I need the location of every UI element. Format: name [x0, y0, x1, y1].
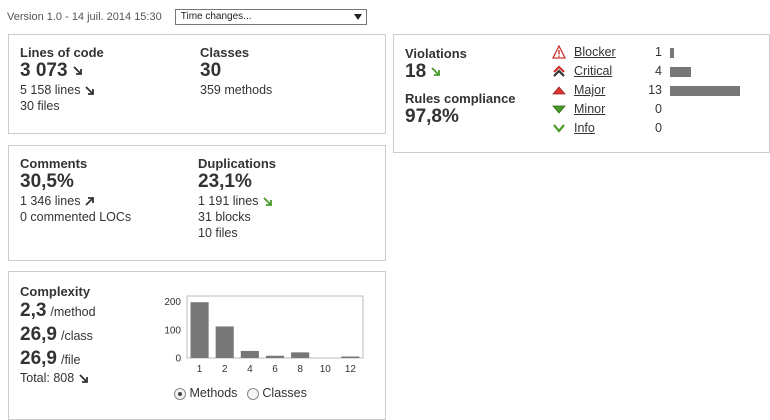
trend-down-icon [85, 86, 95, 96]
x-tick-label: 6 [272, 364, 278, 375]
severity-link-info[interactable]: Info [574, 121, 595, 135]
trend-down-icon [79, 374, 89, 384]
x-tick-label: 1 [197, 364, 203, 375]
classes-radio-label[interactable]: Classes [262, 386, 307, 400]
compliance-label: Rules compliance [405, 91, 516, 106]
y-tick-label: 200 [164, 297, 181, 308]
major-icon [552, 83, 566, 97]
complexity-total-row: Total: 808 [20, 370, 96, 386]
chart-bar [240, 350, 259, 358]
complexity-file-value: 26,9 [20, 348, 57, 369]
complexity-method-value: 2,3 [20, 300, 47, 321]
complexity-class-row: 26,9/class [20, 324, 96, 346]
minor-icon [552, 102, 566, 116]
dup-lines-row: 1 191 lines [198, 193, 276, 209]
trend-down-icon [72, 66, 82, 76]
dropdown-arrow-icon [353, 14, 362, 20]
complexity-total: Total: 808 [20, 371, 75, 385]
y-tick-label: 0 [175, 354, 181, 365]
y-tick-label: 100 [164, 325, 181, 336]
complexity-method-unit: /method [50, 305, 96, 319]
lines-row: 5 158 lines [20, 82, 104, 98]
comments-value: 30,5% [20, 171, 74, 192]
severity-bar [670, 67, 691, 77]
x-tick-label: 2 [222, 364, 228, 375]
severity-count: 0 [655, 121, 662, 135]
chart-bar [215, 326, 234, 358]
classes-value: 30 [200, 60, 222, 81]
complexity-class-value: 26,9 [20, 324, 57, 345]
x-tick-label: 12 [345, 364, 357, 375]
complexity-file-unit: /file [60, 353, 81, 367]
time-changes-select[interactable]: Time changes... [174, 9, 367, 25]
loc-value: 3 073 [20, 60, 68, 81]
severity-count: 4 [655, 64, 662, 78]
time-changes-value: Time changes... [180, 11, 252, 22]
version-bar: Version 1.0 - 14 juil. 2014 15:30 Time c… [7, 8, 367, 26]
complexity-method-row: 2,3/method [20, 300, 96, 322]
chart-mode-radios: Methods Classes [174, 386, 307, 400]
methods-radio[interactable] [174, 387, 186, 400]
duplications-value: 23,1% [198, 171, 252, 192]
version-text: Version 1.0 - 14 juil. 2014 15:30 [7, 11, 162, 23]
x-tick-label: 10 [320, 364, 332, 375]
severity-bar [670, 48, 674, 58]
chart-bar [341, 356, 360, 358]
dup-files-value: 10 files [198, 226, 238, 240]
complexity-panel: Complexity 2,3/method 26,9/class 26,9/fi… [8, 271, 386, 420]
violations-value: 18 [405, 61, 427, 82]
trend-down-green-icon [263, 197, 273, 207]
trend-down-green-icon [431, 67, 441, 77]
blocker-icon [551, 44, 567, 59]
severity-link-blocker[interactable]: Blocker [574, 45, 616, 59]
severity-link-minor[interactable]: Minor [574, 102, 606, 116]
chart-bar [291, 352, 310, 358]
comment-lines-row: 1 346 lines [20, 193, 131, 209]
trend-up-icon [85, 197, 95, 206]
violations-value-row: 18 [405, 61, 516, 83]
size-panel: Lines of code 3 073 5 158 lines 30 files… [8, 34, 386, 134]
violations-panel: Violations 18 Rules compliance 97,8% Blo… [393, 34, 770, 153]
complexity-class-unit: /class [60, 329, 93, 343]
dup-blocks-value: 31 blocks [198, 210, 251, 224]
classes-radio[interactable] [246, 387, 259, 400]
severity-count: 1 [655, 45, 662, 59]
lines-value: 5 158 lines [20, 83, 81, 97]
comments-panel: Comments 30,5% 1 346 lines 0 commented L… [8, 145, 386, 261]
methods-radio-label[interactable]: Methods [189, 386, 238, 400]
files-value: 30 files [20, 99, 60, 113]
x-tick-label: 8 [297, 364, 303, 375]
severity-count: 0 [655, 102, 662, 116]
complexity-file-row: 26,9/file [20, 348, 96, 370]
duplications-label: Duplications [198, 156, 277, 171]
info-icon [552, 121, 566, 135]
methods-value: 359 methods [200, 83, 273, 97]
chart-bar [190, 302, 209, 358]
compliance-value: 97,8% [405, 106, 459, 127]
commented-locs-value: 0 commented LOCs [20, 210, 132, 224]
severity-link-critical[interactable]: Critical [574, 64, 613, 78]
severity-bar [670, 86, 740, 96]
comment-lines-value: 1 346 lines [20, 194, 81, 208]
critical-icon [552, 64, 566, 78]
dup-lines-value: 1 191 lines [198, 194, 259, 208]
complexity-label: Complexity [20, 284, 91, 299]
severity-link-major[interactable]: Major [574, 83, 606, 97]
plot-area [186, 295, 364, 359]
classes-label: Classes [200, 45, 250, 60]
x-tick-label: 4 [247, 364, 253, 375]
loc-label: Lines of code [20, 45, 104, 60]
violations-label: Violations [405, 46, 467, 61]
chart-bar [265, 355, 285, 358]
loc-value-row: 3 073 [20, 60, 104, 82]
severity-count: 13 [648, 83, 662, 97]
comments-label: Comments [20, 156, 88, 171]
